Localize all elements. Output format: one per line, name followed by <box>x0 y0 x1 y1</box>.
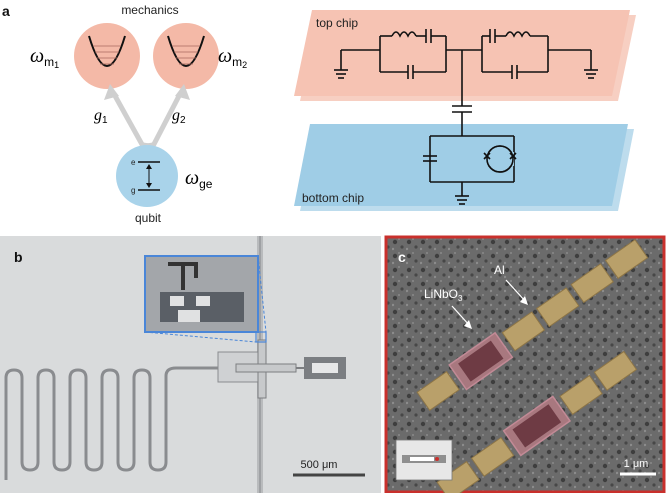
scale-bar-c-label: 1 μm <box>624 458 649 470</box>
bottom-chip <box>294 124 628 206</box>
thumbnail-inset <box>395 439 453 481</box>
panel-c: c Al LiNbO3 <box>384 235 666 493</box>
qubit-label: qubit <box>135 211 162 225</box>
panel-a-right-circuit: top chip bottom chip <box>294 10 636 211</box>
linbo3-label: LiNbO3 <box>424 287 463 303</box>
meander-resonator <box>4 366 218 480</box>
panel-b: b <box>0 236 381 493</box>
mechanics-mode-2-circle <box>153 23 219 89</box>
panel-label-c: c <box>398 249 406 265</box>
panel-a-left: a mechanics ωm1 ωm2 <box>2 3 247 225</box>
g1-label: g1 <box>94 107 108 126</box>
level-e-label: e <box>131 158 136 167</box>
qubit-circle <box>116 145 178 207</box>
top-chip-label: top chip <box>316 16 358 30</box>
inset-guide-lower <box>144 331 257 343</box>
level-g-label: g <box>131 186 135 195</box>
panel-label-b: b <box>14 249 23 265</box>
inset-guide-upper <box>257 255 267 333</box>
mechanics-label: mechanics <box>121 3 178 17</box>
omega-ge-label: ωge <box>185 167 213 191</box>
pad-structure <box>304 357 346 379</box>
al-label: Al <box>494 263 505 277</box>
panel-label-a: a <box>2 3 10 19</box>
omega-m1-label: ωm1 <box>30 45 59 70</box>
omega-m2-label: ωm2 <box>218 45 247 70</box>
inset-zoom <box>144 255 259 333</box>
resonator-chain-upper <box>416 239 649 411</box>
squid-icon <box>483 145 517 173</box>
potential-well-2-icon <box>167 35 205 67</box>
g2-label: g2 <box>172 107 186 126</box>
scale-bar-b-label: 500 μm <box>301 459 338 471</box>
inset-source-box <box>255 331 267 343</box>
potential-well-1-icon <box>88 35 126 67</box>
qubit-cross <box>235 339 297 399</box>
mechanics-mode-1-circle <box>74 23 140 89</box>
qubit-levels-icon <box>138 161 160 191</box>
bottom-chip-label: bottom chip <box>302 191 364 205</box>
